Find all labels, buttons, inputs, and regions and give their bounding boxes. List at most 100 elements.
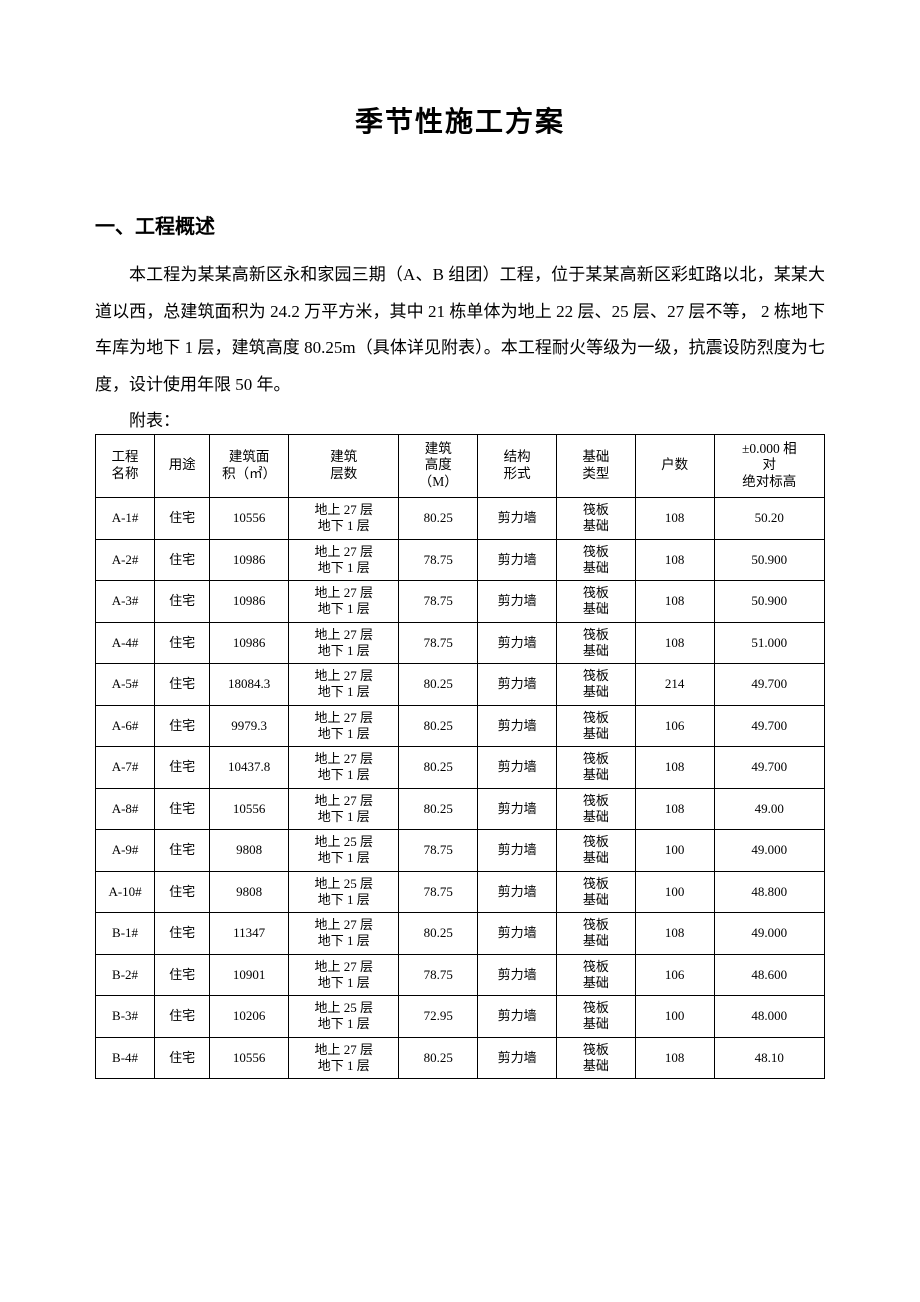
col-header-elev: ±0.000 相对绝对标高: [714, 434, 824, 498]
table-row: A-8#住宅10556地上 27 层地下 1 层80.25剪力墙筏板基础1084…: [96, 788, 825, 830]
table-cell: 80.25: [399, 747, 478, 789]
col-header-struct: 结构形式: [478, 434, 557, 498]
table-cell: 筏板基础: [556, 539, 635, 581]
table-cell: 剪力墙: [478, 747, 557, 789]
table-cell: 地上 27 层地下 1 层: [289, 622, 399, 664]
table-cell: 49.000: [714, 830, 824, 872]
table-cell: A-9#: [96, 830, 155, 872]
table-cell: 地上 27 层地下 1 层: [289, 788, 399, 830]
table-cell: 10437.8: [210, 747, 289, 789]
table-cell: 筏板基础: [556, 871, 635, 913]
table-cell: 72.95: [399, 996, 478, 1038]
table-cell: 剪力墙: [478, 622, 557, 664]
table-cell: 10556: [210, 1037, 289, 1079]
overview-paragraph: 本工程为某某高新区永和家园三期（A、B 组团）工程，位于某某高新区彩虹路以北，某…: [95, 257, 825, 403]
table-cell: 住宅: [155, 871, 210, 913]
table-cell: 筏板基础: [556, 954, 635, 996]
table-cell: 筏板基础: [556, 1037, 635, 1079]
table-cell: 78.75: [399, 871, 478, 913]
table-cell: 筏板基础: [556, 830, 635, 872]
table-cell: 10986: [210, 622, 289, 664]
table-cell: 108: [635, 788, 714, 830]
table-row: A-2#住宅10986地上 27 层地下 1 层78.75剪力墙筏板基础1085…: [96, 539, 825, 581]
table-cell: 49.700: [714, 747, 824, 789]
table-cell: A-1#: [96, 498, 155, 540]
table-row: A-9#住宅9808地上 25 层地下 1 层78.75剪力墙筏板基础10049…: [96, 830, 825, 872]
col-header-found: 基础类型: [556, 434, 635, 498]
table-cell: 9979.3: [210, 705, 289, 747]
table-cell: 筏板基础: [556, 705, 635, 747]
table-cell: 剪力墙: [478, 705, 557, 747]
table-cell: A-6#: [96, 705, 155, 747]
table-cell: 80.25: [399, 664, 478, 706]
table-cell: 80.25: [399, 1037, 478, 1079]
table-cell: 剪力墙: [478, 871, 557, 913]
table-cell: 50.20: [714, 498, 824, 540]
table-cell: 剪力墙: [478, 664, 557, 706]
table-cell: 108: [635, 913, 714, 955]
table-cell: 住宅: [155, 954, 210, 996]
document-page: 季节性施工方案 一、工程概述 本工程为某某高新区永和家园三期（A、B 组团）工程…: [0, 0, 920, 1302]
table-cell: 108: [635, 622, 714, 664]
table-cell: 78.75: [399, 581, 478, 623]
table-cell: 49.700: [714, 664, 824, 706]
table-cell: A-2#: [96, 539, 155, 581]
table-row: A-4#住宅10986地上 27 层地下 1 层78.75剪力墙筏板基础1085…: [96, 622, 825, 664]
table-cell: 地上 27 层地下 1 层: [289, 954, 399, 996]
table-cell: 9808: [210, 830, 289, 872]
table-cell: 剪力墙: [478, 498, 557, 540]
table-cell: 住宅: [155, 581, 210, 623]
table-cell: 地上 27 层地下 1 层: [289, 747, 399, 789]
table-cell: 筏板基础: [556, 913, 635, 955]
col-header-units: 户数: [635, 434, 714, 498]
table-row: B-4#住宅10556地上 27 层地下 1 层80.25剪力墙筏板基础1084…: [96, 1037, 825, 1079]
table-cell: 住宅: [155, 1037, 210, 1079]
building-table: 工程名称 用途 建筑面积（㎡） 建筑层数 建筑高度（M） 结构形式 基础类型 户…: [95, 434, 825, 1080]
table-cell: A-5#: [96, 664, 155, 706]
table-cell: A-3#: [96, 581, 155, 623]
table-cell: 10986: [210, 539, 289, 581]
table-row: B-2#住宅10901地上 27 层地下 1 层78.75剪力墙筏板基础1064…: [96, 954, 825, 996]
table-cell: 住宅: [155, 788, 210, 830]
table-cell: 住宅: [155, 664, 210, 706]
col-header-floors: 建筑层数: [289, 434, 399, 498]
table-cell: 剪力墙: [478, 913, 557, 955]
table-cell: 48.600: [714, 954, 824, 996]
table-cell: 10556: [210, 788, 289, 830]
table-cell: 108: [635, 539, 714, 581]
table-cell: 剪力墙: [478, 539, 557, 581]
table-cell: 108: [635, 1037, 714, 1079]
table-cell: 48.800: [714, 871, 824, 913]
table-cell: 住宅: [155, 996, 210, 1038]
appendix-label: 附表：: [95, 411, 825, 431]
table-cell: 106: [635, 954, 714, 996]
table-cell: 筏板基础: [556, 788, 635, 830]
table-cell: B-3#: [96, 996, 155, 1038]
table-row: B-3#住宅10206地上 25 层地下 1 层72.95剪力墙筏板基础1004…: [96, 996, 825, 1038]
table-cell: 住宅: [155, 830, 210, 872]
table-cell: 地上 27 层地下 1 层: [289, 913, 399, 955]
table-cell: 214: [635, 664, 714, 706]
table-cell: 9808: [210, 871, 289, 913]
table-row: B-1#住宅11347地上 27 层地下 1 层80.25剪力墙筏板基础1084…: [96, 913, 825, 955]
table-cell: A-10#: [96, 871, 155, 913]
table-cell: 剪力墙: [478, 581, 557, 623]
table-cell: 住宅: [155, 747, 210, 789]
table-cell: 18084.3: [210, 664, 289, 706]
table-cell: 地上 25 层地下 1 层: [289, 996, 399, 1038]
table-row: A-5#住宅18084.3地上 27 层地下 1 层80.25剪力墙筏板基础21…: [96, 664, 825, 706]
table-cell: 地上 27 层地下 1 层: [289, 1037, 399, 1079]
table-cell: 11347: [210, 913, 289, 955]
table-cell: 剪力墙: [478, 954, 557, 996]
table-cell: 地上 25 层地下 1 层: [289, 871, 399, 913]
document-title: 季节性施工方案: [95, 100, 825, 140]
table-body: A-1#住宅10556地上 27 层地下 1 层80.25剪力墙筏板基础1085…: [96, 498, 825, 1079]
table-cell: 筏板基础: [556, 622, 635, 664]
table-cell: 剪力墙: [478, 788, 557, 830]
col-header-name: 工程名称: [96, 434, 155, 498]
table-cell: 10901: [210, 954, 289, 996]
table-cell: 10556: [210, 498, 289, 540]
section-1-heading: 一、工程概述: [95, 210, 825, 239]
table-row: A-6#住宅9979.3地上 27 层地下 1 层80.25剪力墙筏板基础106…: [96, 705, 825, 747]
table-cell: 筏板基础: [556, 581, 635, 623]
